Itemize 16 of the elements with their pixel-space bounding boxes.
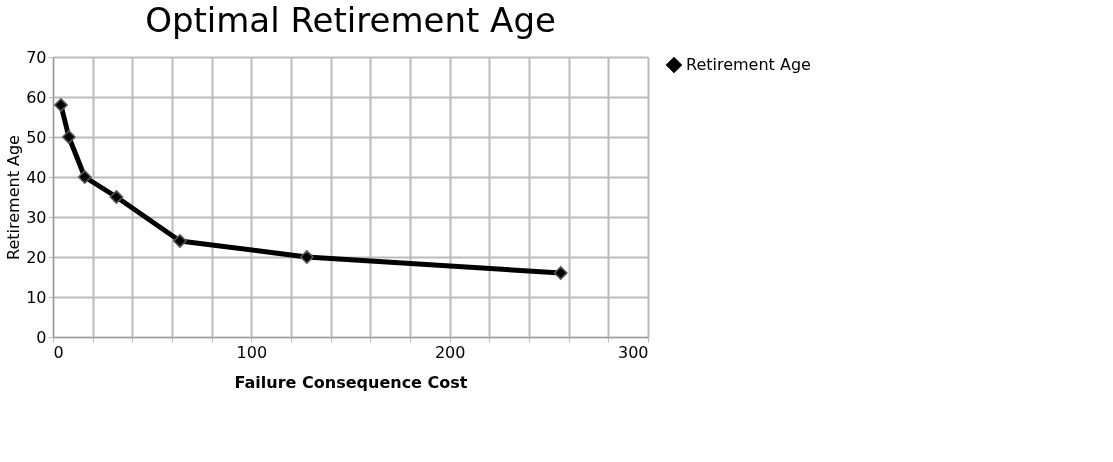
x-tick-label: 200 (434, 342, 466, 362)
x-tick-label: 100 (236, 342, 268, 362)
x-tick-label: 0 (53, 342, 64, 362)
y-tick-label: 70 (26, 47, 47, 67)
y-tick-label: 50 (26, 127, 47, 147)
y-tick-label: 0 (36, 327, 47, 347)
y-axis-title: Retirement Age (4, 135, 24, 260)
y-tick-label: 30 (26, 207, 47, 227)
x-tick-label: 300 (617, 342, 649, 362)
legend-label: Retirement Age (686, 55, 811, 74)
y-tick-label: 20 (26, 247, 47, 267)
chart-title: Optimal Retirement Age (145, 0, 556, 40)
x-axis-title: Failure Consequence Cost (234, 372, 468, 392)
y-tick-label: 10 (26, 287, 47, 307)
y-tick-label: 60 (26, 87, 47, 107)
y-tick-label: 40 (26, 167, 47, 187)
